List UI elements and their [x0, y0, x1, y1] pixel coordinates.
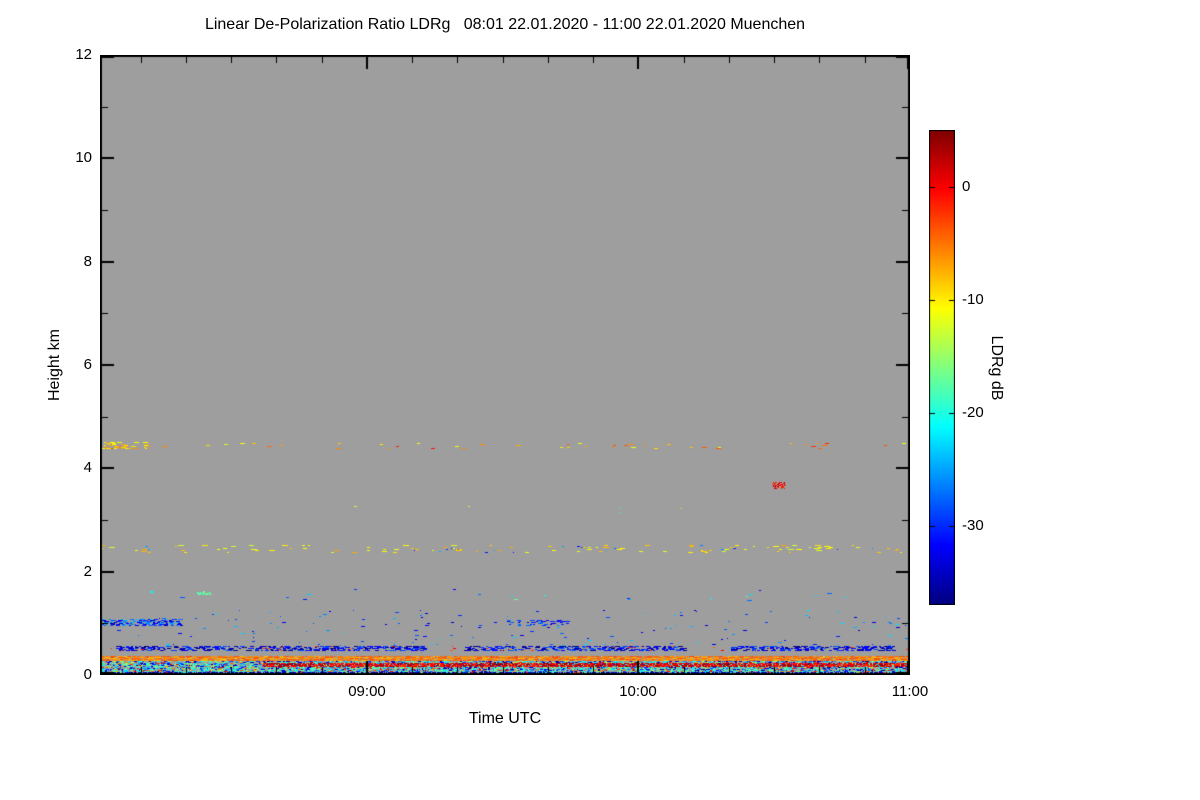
y-axis-tick-label: 10 [75, 149, 92, 166]
y-axis-tick-label: 8 [83, 253, 92, 270]
y-axis-tick-label: 0 [83, 666, 92, 683]
colorbar-tick-label: 0 [962, 178, 971, 195]
colorbar-label: LDRg dB [988, 335, 1005, 401]
colorbar-tick-label: -30 [962, 517, 984, 534]
x-axis-label: Time UTC [468, 710, 542, 727]
plot-canvas [100, 55, 910, 675]
y-axis-tick-label: 2 [83, 563, 92, 580]
y-axis-tick-label: 4 [83, 459, 92, 476]
colorbar-tick-label: -10 [962, 291, 984, 308]
y-axis-tick-label: 12 [75, 46, 92, 63]
chart-title: Linear De-Polarization Ratio LDRg 08:01 … [204, 16, 806, 33]
colorbar-canvas [929, 130, 955, 605]
x-axis-tick-label: 11:00 [891, 683, 929, 700]
y-axis-label: Height km [46, 328, 63, 402]
x-axis-tick-label: 10:00 [619, 683, 657, 700]
colorbar-tick-label: -20 [962, 404, 984, 421]
x-axis-tick-label: 09:00 [348, 683, 386, 700]
